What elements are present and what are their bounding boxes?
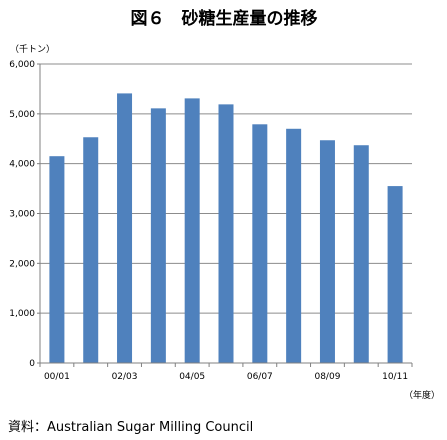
bar-05-06 bbox=[218, 104, 234, 364]
y-axis-unit-label: （千トン） bbox=[10, 44, 55, 55]
y-tick-label: 4,000 bbox=[9, 160, 35, 170]
bar-07-08 bbox=[286, 128, 302, 363]
bar-02-03 bbox=[117, 93, 133, 363]
bar-01-02 bbox=[83, 137, 99, 363]
source-note: 資料：Australian Sugar Milling Council bbox=[8, 420, 253, 435]
x-tick-label: 00/01 bbox=[44, 372, 70, 382]
bar-03-04 bbox=[150, 108, 166, 363]
x-tick-label: 06/07 bbox=[247, 372, 273, 382]
bars bbox=[49, 93, 403, 364]
y-tick-label: 0 bbox=[29, 359, 35, 369]
y-tick-label: 5,000 bbox=[9, 110, 35, 120]
bar-06-07 bbox=[252, 124, 268, 363]
bar-09-10 bbox=[353, 145, 369, 363]
axes bbox=[37, 63, 413, 367]
y-tick-label: 2,000 bbox=[9, 259, 35, 269]
y-tick-labels: 0 1,000 2,000 3,000 4,000 5,000 6,000 bbox=[9, 60, 35, 369]
x-tick-label: 10/11 bbox=[382, 372, 408, 382]
x-tick-label: 02/03 bbox=[112, 372, 138, 382]
bar-08-09 bbox=[319, 140, 335, 363]
x-axis-unit-label: （年度） bbox=[404, 389, 440, 401]
y-tick-label: 3,000 bbox=[9, 210, 35, 220]
bar-00-01 bbox=[49, 156, 65, 363]
chart-title: 図６ 砂糖生産量の推移 bbox=[131, 8, 318, 29]
x-tick-label: 04/05 bbox=[179, 372, 205, 382]
x-tick-labels: 00/01 02/03 04/05 06/07 08/09 10/11 bbox=[44, 372, 408, 382]
x-tick-label: 08/09 bbox=[314, 372, 340, 382]
y-tick-label: 6,000 bbox=[9, 60, 35, 70]
bar-10-11 bbox=[387, 186, 403, 363]
bar-04-05 bbox=[184, 98, 200, 363]
y-tick-label: 1,000 bbox=[9, 309, 35, 319]
